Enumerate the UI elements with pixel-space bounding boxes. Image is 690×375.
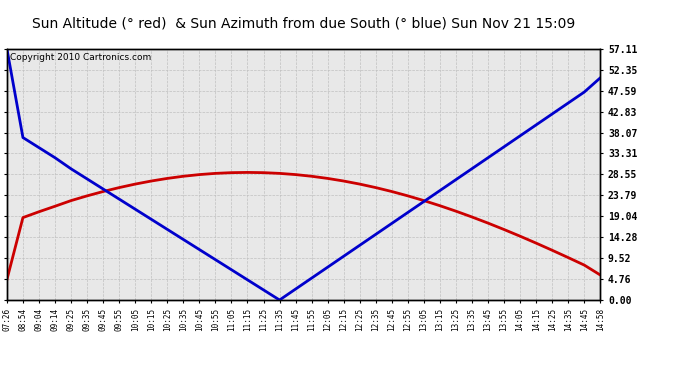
Text: Copyright 2010 Cartronics.com: Copyright 2010 Cartronics.com (10, 53, 151, 62)
Text: Sun Altitude (° red)  & Sun Azimuth from due South (° blue) Sun Nov 21 15:09: Sun Altitude (° red) & Sun Azimuth from … (32, 17, 575, 31)
